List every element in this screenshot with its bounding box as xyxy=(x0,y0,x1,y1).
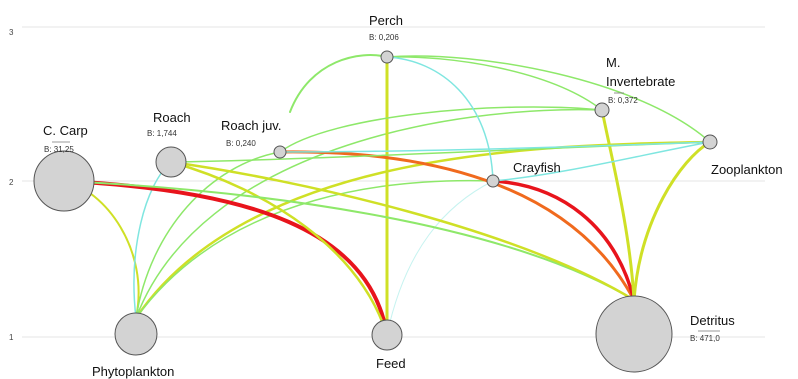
node-biomass-detritus: B: 471,0 xyxy=(690,334,720,343)
flow-zoo-perch xyxy=(386,55,711,143)
node-label-roach-juv: Roach juv. xyxy=(221,118,281,133)
node-perch[interactable]: Perch B: 0,206 xyxy=(369,13,403,64)
node-label-invertebrate-line2: Invertebrate xyxy=(606,74,675,89)
node-roach-juv[interactable]: Roach juv. B: 0,240 xyxy=(221,118,287,159)
nodes: Perch B: 0,206 M. Invertebrate B: 0,372 … xyxy=(33,13,783,379)
node-label-invertebrate-line1: M. xyxy=(606,55,620,70)
node-circle-phytoplankton[interactable] xyxy=(114,312,158,356)
node-phytoplankton[interactable]: Phytoplankton xyxy=(92,312,174,379)
node-carp[interactable]: C. Carp B: 31,25 xyxy=(33,123,95,212)
flow-zoo-crayfish xyxy=(492,141,711,182)
node-label-crayfish: Crayfish xyxy=(513,160,561,175)
tick-label-level-1: 1 xyxy=(9,333,14,342)
node-circle-perch[interactable] xyxy=(380,50,394,64)
flow-invert-perch xyxy=(386,56,603,111)
flow-phyto-zoo xyxy=(134,140,712,320)
node-feed[interactable]: Feed xyxy=(371,319,406,371)
node-biomass-roach-juv: B: 0,240 xyxy=(226,139,256,148)
flow-phyto-crayfish xyxy=(135,179,494,319)
node-biomass-carp: B: 31,25 xyxy=(44,145,74,154)
node-label-roach: Roach xyxy=(153,110,191,125)
node-detritus[interactable]: Detritus B: 471,0 xyxy=(595,295,735,373)
flow-detritus-roachjuv xyxy=(278,150,636,302)
node-label-zooplankton: Zooplankton xyxy=(711,162,783,177)
flow-detritus-carp xyxy=(63,180,635,301)
flow-zoo-roachjuv xyxy=(279,141,711,153)
node-label-detritus: Detritus xyxy=(690,313,735,328)
node-circle-invertebrate[interactable] xyxy=(594,102,610,118)
tick-label-level-2: 2 xyxy=(9,178,14,187)
flow-phyto-invert xyxy=(135,108,603,319)
flow-crayfish-perch xyxy=(386,56,494,182)
flow-feed-roach xyxy=(169,160,389,337)
node-circle-roach-juv[interactable] xyxy=(273,145,287,159)
node-invertebrate[interactable]: M. Invertebrate B: 0,372 xyxy=(594,55,675,118)
flow-detritus-zoo xyxy=(632,140,712,302)
node-circle-carp[interactable] xyxy=(33,150,95,212)
flow-links xyxy=(62,54,712,337)
flow-detritus-roach xyxy=(169,160,636,302)
flow-detritus-crayfish xyxy=(491,179,636,302)
node-circle-crayfish[interactable] xyxy=(486,174,500,188)
node-roach[interactable]: Roach B: 1,744 xyxy=(147,110,191,178)
node-circle-zooplankton[interactable] xyxy=(702,134,718,150)
node-biomass-roach: B: 1,744 xyxy=(147,129,177,138)
flow-feed-carp xyxy=(62,179,389,337)
flow-feed-crayfish xyxy=(386,180,494,336)
node-label-phytoplankton: Phytoplankton xyxy=(92,364,174,379)
flow-invert-roachjuv xyxy=(279,106,603,153)
tick-label-level-3: 3 xyxy=(9,28,14,37)
node-label-perch: Perch xyxy=(369,13,403,28)
node-label-carp: C. Carp xyxy=(43,123,88,138)
node-crayfish[interactable]: Crayfish xyxy=(486,160,561,188)
node-circle-feed[interactable] xyxy=(371,319,403,351)
node-label-feed: Feed xyxy=(376,356,406,371)
node-zooplankton[interactable]: Zooplankton xyxy=(702,134,783,177)
node-circle-roach[interactable] xyxy=(155,146,187,178)
node-biomass-invertebrate: B: 0,372 xyxy=(608,96,638,105)
node-biomass-perch: B: 0,206 xyxy=(369,33,399,42)
node-circle-detritus[interactable] xyxy=(595,295,673,373)
flow-detritus-invert xyxy=(600,108,636,302)
flow-roachjuv-perch xyxy=(289,54,388,113)
